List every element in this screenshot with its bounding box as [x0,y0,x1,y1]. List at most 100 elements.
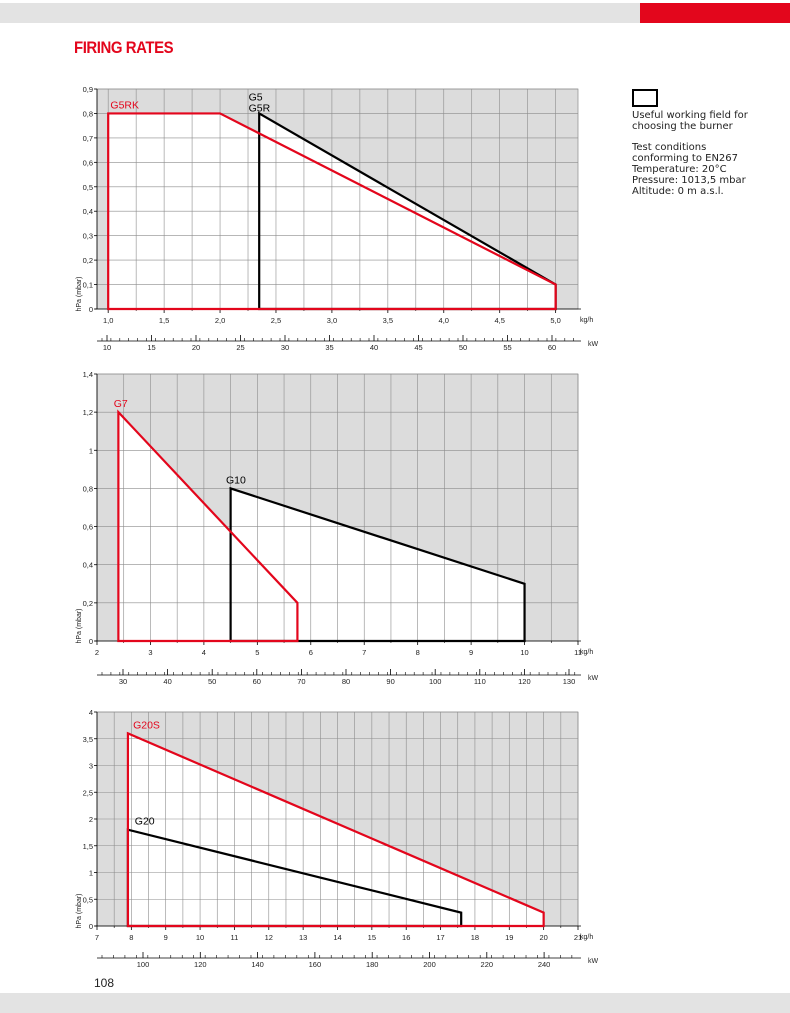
kw-tick-label: 100 [429,677,442,686]
x-tick-label: 2 [95,648,99,657]
series-outline-g7 [117,409,299,643]
x-tick-label: 7 [362,648,366,657]
y-tick-label: 0 [89,305,93,314]
kw-tick-label: 180 [366,960,379,969]
y-tick-label: 2,5 [83,788,93,797]
kw-tick-label: 140 [251,960,264,969]
y-tick-label: 3 [89,762,93,771]
x-tick-label: 9 [164,933,168,942]
kw-tick-label: 90 [386,677,394,686]
y-tick-label: 0,3 [83,232,93,241]
kw-tick-label: 35 [325,343,333,352]
x-tick-label: 20 [539,933,547,942]
test-conditions: Test conditions conforming to EN267 Temp… [632,142,752,197]
legend-working-field-swatch [632,89,658,107]
kw-tick-label: 120 [518,677,531,686]
y-tick-label: 4 [89,708,93,717]
y-tick-label: 1 [89,446,93,455]
kw-tick-label: 70 [297,677,305,686]
x-tick-label: 6 [309,648,313,657]
y-axis-title: hPa (mbar) [76,276,83,311]
kw-tick-label: 30 [119,677,127,686]
y-tick-label: 0,4 [83,207,93,216]
series-label: G20 [135,816,155,828]
x-tick-label: 13 [299,933,307,942]
page-number: 108 [94,976,115,990]
series-label: G7 [114,398,128,410]
x-tick-label: 3,0 [327,316,337,325]
kw-tick-label: 20 [192,343,200,352]
y-tick-label: 0,2 [83,599,93,608]
kw-tick-label: 240 [538,960,551,969]
bottom-band [0,993,790,1013]
y-tick-label: 0,2 [83,256,93,265]
y-tick-label: 0,5 [83,183,93,192]
x-tick-label: 16 [402,933,410,942]
kw-tick-label: 50 [208,677,216,686]
x-tick-label: 8 [129,933,133,942]
x-tick-label: 3 [148,648,152,657]
y-tick-label: 0,8 [83,109,93,118]
y-tick-label: 0,5 [83,895,93,904]
x-tick-label: 17 [436,933,444,942]
kw-tick-label: 60 [548,343,556,352]
y-tick-label: 0,4 [83,561,93,570]
x-tick-label: 4 [202,648,206,657]
x-tick-label: 18 [471,933,479,942]
kw-tick-label: 220 [481,960,494,969]
kw-tick-label: 100 [137,960,150,969]
x-axis-title: kg/h [580,934,593,941]
x-tick-label: 4,5 [494,316,504,325]
x-tick-label: 9 [469,648,473,657]
kw-tick-label: 25 [236,343,244,352]
series-outline-g20s [126,731,545,928]
test-conditions-line: Test conditions conforming to EN267 [632,142,739,164]
x-axis-title: kg/h [580,649,593,656]
kw-tick-label: 60 [253,677,261,686]
kw-tick-label: 40 [370,343,378,352]
top-band-accent [640,3,790,23]
y-tick-label: 3,5 [83,735,93,744]
y-tick-label: 0 [89,922,93,931]
x-axis-title: kg/h [580,317,593,324]
y-tick-label: 0,1 [83,281,93,290]
series-outline-g5rk [107,112,557,311]
side-notes: Useful working field for choosing the bu… [632,110,752,207]
kw-tick-label: 160 [309,960,322,969]
test-conditions-line: Temperature: 20°C [632,164,727,175]
x-tick-label: 8 [416,648,420,657]
y-axis-title: hPa (mbar) [76,608,83,643]
kw-axis-title: kW [588,341,599,348]
x-tick-label: 1,5 [159,316,169,325]
x-tick-label: 21 [574,933,582,942]
y-tick-label: 0,6 [83,158,93,167]
legend-text: Useful working field for choosing the bu… [632,110,748,132]
x-tick-label: 5,0 [550,316,560,325]
page-title: FIRING RATES [74,38,174,57]
series-label: G10 [226,474,246,486]
kw-tick-label: 200 [423,960,436,969]
series-label: G20S [133,719,160,731]
x-tick-label: 11 [574,648,582,657]
working-field-g20 [127,829,462,926]
series-label: G5R [249,102,271,114]
kw-tick-label: 50 [459,343,467,352]
y-tick-label: 2 [89,815,93,824]
x-tick-label: 11 [231,933,239,942]
kw-tick-label: 120 [194,960,207,969]
y-tick-label: 1,5 [83,842,93,851]
x-tick-label: 4,0 [439,316,449,325]
kw-tick-label: 30 [281,343,289,352]
kw-tick-label: 15 [147,343,155,352]
kw-tick-label: 40 [163,677,171,686]
kw-tick-label: 110 [474,677,486,686]
kw-tick-label: 45 [414,343,422,352]
kw-tick-label: 80 [342,677,350,686]
x-tick-label: 3,5 [383,316,393,325]
y-tick-label: 1,2 [83,408,93,417]
x-tick-label: 2,5 [271,316,281,325]
x-tick-label: 12 [265,933,273,942]
y-axis-title: hPa (mbar) [76,893,83,928]
top-band [0,3,790,23]
